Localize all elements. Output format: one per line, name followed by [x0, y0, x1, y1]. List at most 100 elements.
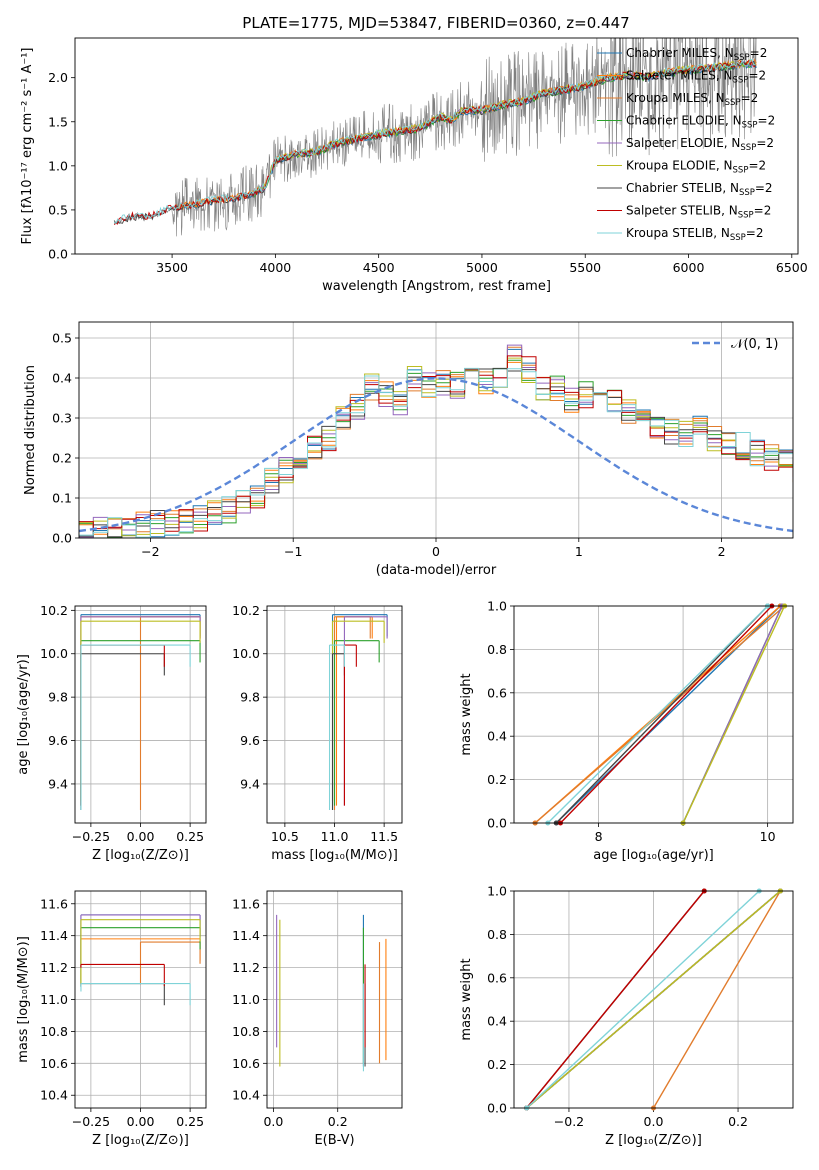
normal-curve — [79, 377, 793, 533]
x-tick-label: 8 — [595, 829, 603, 844]
y-tick-label: 10.4 — [232, 1088, 260, 1103]
y-tick-label: 11.2 — [232, 960, 260, 975]
y-tick-label: 11.4 — [40, 928, 68, 943]
y-tick-label: 0.1 — [52, 491, 72, 506]
y-tick-label: 10.8 — [40, 1024, 68, 1039]
y-tick-label: 10.6 — [40, 1056, 68, 1071]
y-tick-label: 9.4 — [48, 776, 68, 791]
axes-frame — [266, 605, 403, 824]
age-vs-metallicity-panel: −0.25 0.00 0.25 9.4 9.6 9.8 10.0 10.2 Z [log₁₀(Z… — [16, 603, 207, 863]
x-tick-label: 0.25 — [176, 829, 204, 844]
y-axis-label: Normed distribution — [23, 365, 38, 495]
x-tick-label: 5500 — [569, 260, 601, 275]
mass-weight-line — [555, 606, 769, 823]
y-tick-label: 1.0 — [487, 884, 507, 899]
age-vs-mass-panel: 10.5 11.0 11.5 9.4 9.6 9.8 10.0 10.2 mass [log₁₀… — [232, 603, 403, 863]
y-tick-label: 9.8 — [48, 690, 68, 705]
legend-label: Kroupa MILES, NSSP=2 — [626, 91, 758, 108]
mass-weight-line — [526, 891, 760, 1108]
y-tick-label: 0.2 — [487, 772, 507, 787]
x-tick-label: 2 — [718, 544, 726, 559]
legend-value: =2 — [750, 46, 768, 60]
x-tick-label: 0 — [432, 544, 440, 559]
mass-weight-line — [526, 891, 705, 1108]
legend-subscript: SSP — [730, 233, 746, 243]
y-tick-label: 11.0 — [40, 992, 68, 1007]
y-tick-label: 10.8 — [232, 1024, 260, 1039]
legend-label: 𝒩(0, 1) — [731, 337, 778, 352]
y-tick-label: 0.5 — [52, 331, 72, 346]
legend-value: =2 — [756, 136, 774, 150]
x-tick-label: 0.2 — [328, 1114, 348, 1129]
y-tick-label: 11.4 — [232, 928, 260, 943]
y-tick-label: 0.8 — [487, 927, 507, 942]
legend-value: =2 — [755, 181, 773, 195]
axes-frame — [513, 890, 794, 1109]
mass-weight-line — [534, 606, 786, 823]
y-tick-label: 0.4 — [487, 1014, 507, 1029]
x-tick-label: 0.00 — [127, 1114, 155, 1129]
legend-subscript: SSP — [725, 98, 741, 108]
y-axis-label: Flux [fλ10⁻¹⁷ erg cm⁻² s⁻¹ A⁻¹] — [20, 48, 35, 245]
legend-subscript: SSP — [742, 121, 758, 131]
x-tick-label: −0.2 — [554, 1114, 584, 1129]
legend-label: Chabrier MILES, NSSP=2 — [626, 46, 767, 63]
legend-value: =2 — [741, 91, 759, 105]
x-axis-label: age [log₁₀(age/yr)] — [593, 848, 714, 863]
mass-weight-line — [652, 891, 781, 1108]
axes-frame — [266, 890, 403, 1109]
legend-label: Kroupa STELIB, NSSP=2 — [626, 226, 764, 243]
y-tick-label: 9.6 — [48, 733, 68, 748]
y-axis-label: age [log₁₀(age/yr)] — [16, 654, 31, 775]
x-tick-label: −2 — [141, 544, 159, 559]
residual-histogram — [79, 367, 793, 538]
y-tick-label: 0.6 — [487, 685, 507, 700]
legend-label: Salpeter STELIB, NSSP=2 — [626, 204, 771, 221]
axes-frame — [78, 321, 794, 539]
y-tick-label: 0.6 — [487, 970, 507, 985]
x-tick-label: 11.0 — [321, 829, 349, 844]
x-tick-label: 4500 — [363, 260, 395, 275]
x-tick-label: 6000 — [673, 260, 705, 275]
y-tick-label: 10.2 — [40, 603, 68, 618]
y-tick-label: 1.5 — [48, 114, 68, 129]
y-tick-label: 0.0 — [487, 816, 507, 831]
x-tick-label: 5000 — [466, 260, 498, 275]
y-tick-label: 0.0 — [48, 247, 68, 262]
y-tick-label: 10.0 — [40, 646, 68, 661]
x-tick-label: 0.00 — [127, 829, 155, 844]
y-tick-label: 11.6 — [232, 896, 260, 911]
legend-subscript: SSP — [733, 166, 749, 176]
y-tick-label: 9.8 — [240, 690, 260, 705]
legend-subscript: SSP — [738, 211, 754, 221]
x-axis-label: Z [log₁₀(Z/Z⊙)] — [92, 848, 189, 863]
x-tick-label: 0.0 — [644, 1114, 664, 1129]
y-tick-label: 10.6 — [232, 1056, 260, 1071]
y-tick-label: 2.0 — [48, 70, 68, 85]
y-tick-label: 11.6 — [40, 896, 68, 911]
mass-weight-line — [682, 606, 786, 823]
x-tick-label: 0.2 — [728, 1114, 748, 1129]
x-axis-label: wavelength [Angstrom, rest frame] — [322, 279, 551, 294]
figure-title: PLATE=1775, MJD=53847, FIBERID=0360, z=0… — [242, 14, 629, 32]
x-axis-label: mass [log₁₀(M/M⊙)] — [271, 848, 398, 863]
y-tick-label: 10.2 — [232, 603, 260, 618]
mass-weight-line — [547, 606, 769, 823]
y-tick-label: 0.2 — [52, 451, 72, 466]
x-axis-label: Z [log₁₀(Z/Z⊙)] — [92, 1133, 189, 1148]
mass-vs-ebv-panel: 0.0 0.2 10.4 10.6 10.8 11.0 11.2 11.4 11.6 E(B-V) — [232, 890, 403, 1148]
mass-weight-line — [559, 606, 773, 823]
x-tick-label: 0.25 — [176, 1114, 204, 1129]
y-tick-label: 0.5 — [48, 202, 68, 217]
y-tick-label: 1.0 — [48, 158, 68, 173]
x-tick-label: 10.5 — [271, 829, 299, 844]
axes-frame — [74, 605, 207, 824]
y-tick-label: 10.0 — [232, 646, 260, 661]
legend-label: Chabrier ELODIE, NSSP=2 — [626, 114, 775, 131]
x-tick-label: 0.0 — [263, 1114, 283, 1129]
legend-subscript: SSP — [734, 53, 750, 63]
model-spectrum-line — [113, 58, 756, 225]
x-tick-label: 6500 — [776, 260, 808, 275]
mass-vs-metallicity-panel: −0.25 0.00 0.25 10.4 10.6 10.8 11.0 11.2 11.4 11.… — [16, 890, 207, 1148]
